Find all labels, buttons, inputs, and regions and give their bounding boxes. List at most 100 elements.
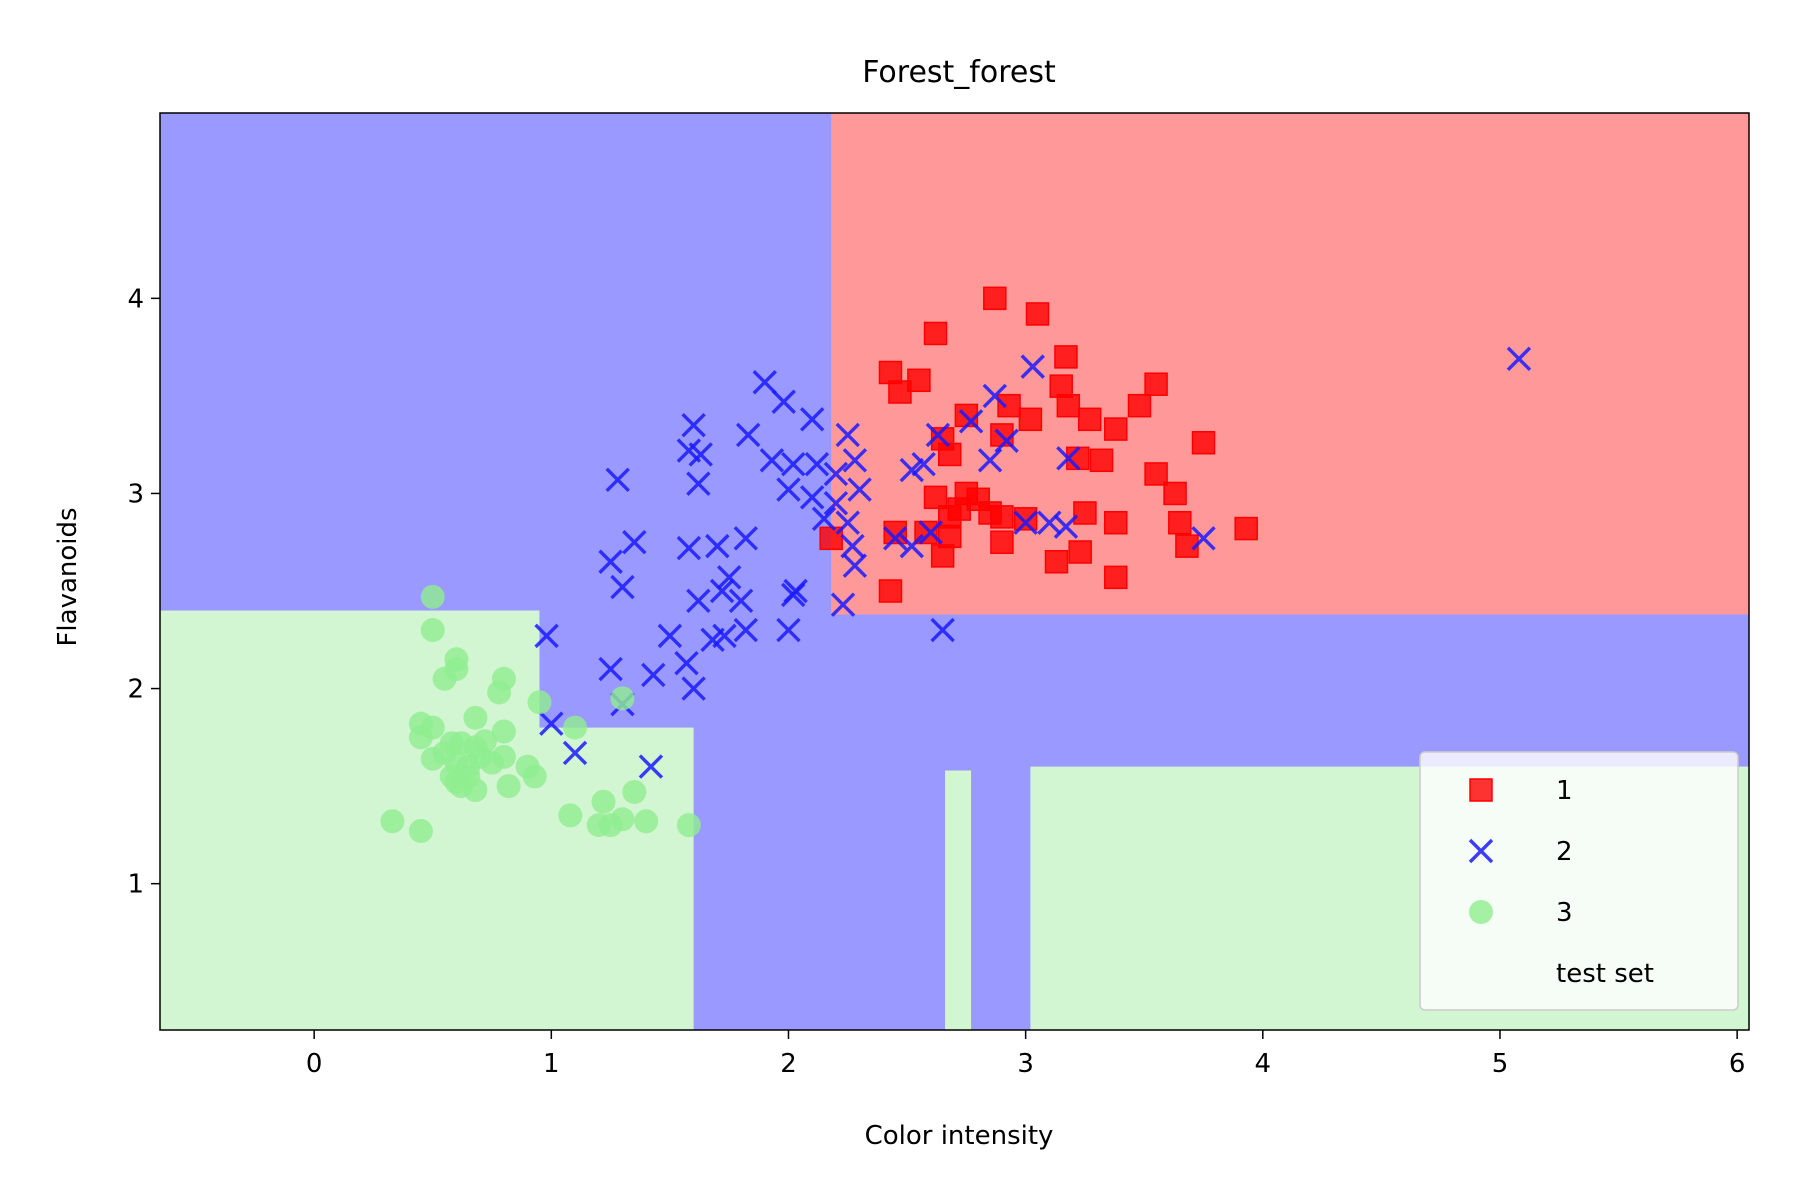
x-axis-label: Color intensity xyxy=(865,1121,1054,1151)
point-class-2 xyxy=(958,409,984,434)
point-class-3 xyxy=(463,778,488,803)
point-class-2 xyxy=(982,383,1008,409)
region-class-3 xyxy=(160,727,694,1030)
point-class-1 xyxy=(1049,374,1073,398)
point-class-3 xyxy=(420,618,445,643)
point-class-1 xyxy=(923,321,948,346)
y-tick-label: 4 xyxy=(127,284,144,314)
point-class-1 xyxy=(1163,481,1187,506)
point-class-1 xyxy=(990,530,1014,554)
point-class-3 xyxy=(463,705,488,730)
x-tick-label: 4 xyxy=(1255,1049,1272,1079)
point-class-1 xyxy=(938,505,962,529)
point-class-2 xyxy=(1053,514,1079,539)
point-class-2 xyxy=(638,754,664,779)
point-class-2 xyxy=(534,623,559,649)
point-class-3 xyxy=(496,774,521,799)
point-class-3 xyxy=(634,809,659,834)
point-class-1 xyxy=(1104,510,1128,535)
point-class-2 xyxy=(674,650,699,676)
region-class-1 xyxy=(831,113,1749,615)
point-class-1 xyxy=(930,544,955,568)
point-class-3 xyxy=(491,719,516,744)
point-class-3 xyxy=(563,715,588,740)
point-class-3 xyxy=(420,746,445,771)
x-tick-label: 0 xyxy=(306,1049,323,1079)
point-class-3 xyxy=(491,744,516,769)
point-class-3 xyxy=(591,789,616,814)
point-class-2 xyxy=(977,448,1003,473)
point-class-3 xyxy=(558,803,583,828)
axes-frame xyxy=(159,112,1750,1031)
point-class-1 xyxy=(1191,430,1216,455)
point-class-2 xyxy=(994,428,1019,453)
point-class-2 xyxy=(918,520,943,545)
point-class-1 xyxy=(1089,448,1114,473)
point-class-2 xyxy=(728,588,754,613)
point-class-2 xyxy=(847,477,872,502)
legend-box xyxy=(1419,751,1739,1011)
point-class-2 xyxy=(776,477,801,502)
point-class-2 xyxy=(771,389,796,414)
point-class-1 xyxy=(1054,345,1078,369)
legend-label: 1 xyxy=(1556,776,1573,806)
point-class-1 xyxy=(997,393,1021,418)
point-class-2 xyxy=(840,533,865,559)
x-tick-label: 3 xyxy=(1017,1049,1034,1079)
region-class-3 xyxy=(945,770,972,1030)
point-class-2 xyxy=(598,656,623,682)
point-class-1 xyxy=(1127,393,1152,418)
y-tick-label: 3 xyxy=(127,479,144,509)
point-class-2 xyxy=(622,530,647,555)
point-class-1 xyxy=(1025,302,1050,326)
x-axis-ticks: 0 1 2 3 4 5 6 xyxy=(306,1030,1745,1079)
point-class-3 xyxy=(380,809,405,834)
point-class-3 xyxy=(420,584,445,609)
chart-title: Forest_forest xyxy=(862,55,1056,90)
point-class-2 xyxy=(899,533,925,559)
legend-items: 1 2 3 test set xyxy=(1468,776,1654,989)
point-class-2 xyxy=(641,662,666,688)
point-class-2 xyxy=(842,448,868,473)
point-class-1 xyxy=(878,360,903,385)
point-class-1 xyxy=(1056,393,1081,418)
point-class-1 xyxy=(1144,372,1168,396)
legend-marker-1 xyxy=(1469,778,1493,802)
point-class-2 xyxy=(709,578,735,604)
point-class-1 xyxy=(923,485,948,510)
legend-marker-2 xyxy=(1468,838,1494,864)
point-class-2 xyxy=(911,451,936,477)
point-class-2 xyxy=(705,533,730,559)
legend-label: test set xyxy=(1556,959,1654,989)
point-class-2 xyxy=(823,491,849,516)
point-class-1 xyxy=(938,442,962,467)
point-class-3 xyxy=(610,686,635,711)
point-class-2 xyxy=(925,422,951,448)
legend-label: 3 xyxy=(1556,898,1573,928)
point-class-3 xyxy=(522,764,547,789)
point-class-2 xyxy=(804,451,830,477)
point-class-2 xyxy=(883,526,908,551)
point-class-2 xyxy=(657,623,683,649)
point-class-1 xyxy=(878,579,903,603)
legend-label: 2 xyxy=(1556,837,1573,867)
point-class-2 xyxy=(776,617,801,643)
point-class-2 xyxy=(688,442,713,467)
point-class-2 xyxy=(598,549,623,574)
point-class-3 xyxy=(527,690,552,715)
y-tick-label: 2 xyxy=(127,675,144,705)
point-class-1 xyxy=(1068,540,1092,564)
point-class-2 xyxy=(811,506,837,532)
point-class-1 xyxy=(1104,565,1128,590)
point-class-2 xyxy=(686,471,711,496)
point-class-2 xyxy=(1191,526,1216,551)
point-class-2 xyxy=(610,574,635,600)
point-class-1 xyxy=(1077,407,1102,432)
point-class-1 xyxy=(1018,407,1043,432)
point-class-1 xyxy=(1234,516,1258,541)
point-class-2 xyxy=(830,592,856,617)
point-class-1 xyxy=(883,520,907,545)
point-class-2 xyxy=(681,676,706,701)
point-class-2 xyxy=(735,422,761,448)
